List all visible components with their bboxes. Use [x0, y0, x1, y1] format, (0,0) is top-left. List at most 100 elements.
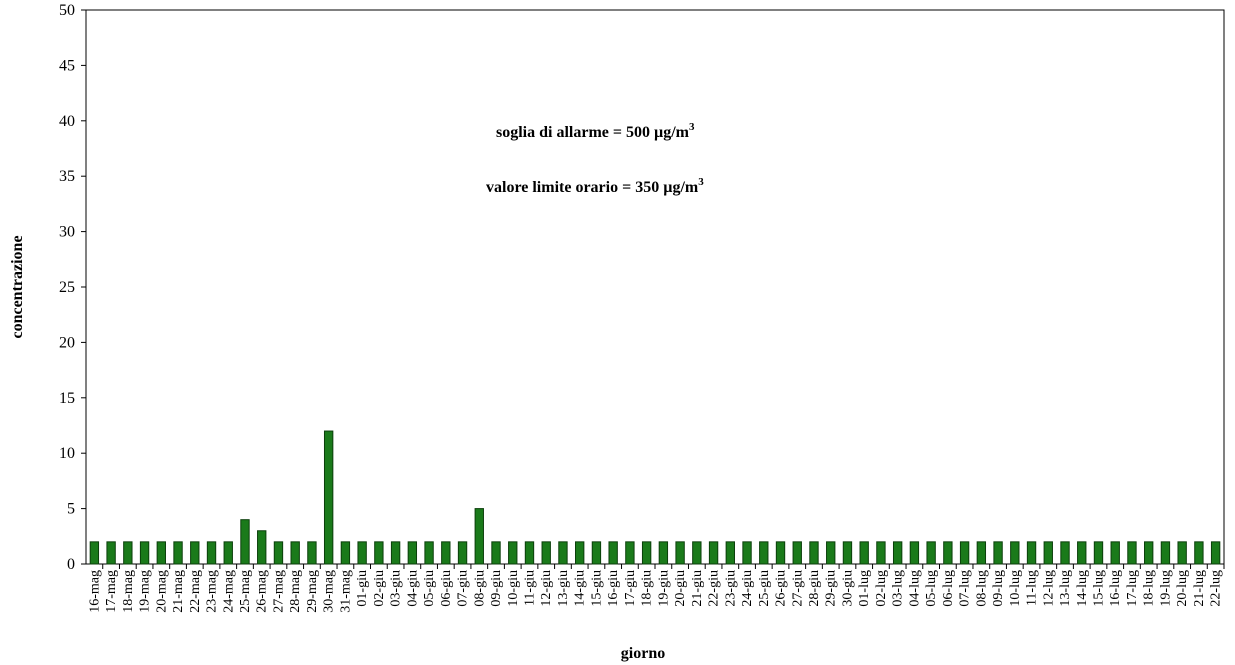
bar — [641, 541, 652, 565]
bar — [759, 541, 769, 565]
x-tick-label: 06-lug — [941, 570, 956, 607]
x-tick-label: 22-giu — [707, 570, 722, 607]
bar — [1060, 541, 1070, 565]
bar — [257, 530, 267, 565]
x-tick-label: 10-lug — [1008, 570, 1023, 607]
bar — [340, 541, 351, 565]
annotation-alarm-threshold: soglia di allarme = 500 µg/m3 — [496, 121, 695, 141]
x-tick-label: 02-lug — [874, 570, 889, 607]
bar — [307, 541, 317, 565]
bar — [591, 541, 602, 565]
bar — [1194, 541, 1204, 565]
x-tick-label: 10-giu — [506, 570, 521, 607]
y-tick-label: 10 — [59, 445, 75, 462]
x-tick-label: 31-mag — [338, 570, 353, 613]
x-tick-label: 02-giu — [372, 570, 387, 607]
y-axis-title: concentrazione — [9, 235, 26, 338]
bar — [1026, 541, 1037, 565]
x-tick-label: 14-giu — [573, 570, 588, 607]
bar — [725, 541, 735, 565]
bar — [89, 541, 100, 565]
x-tick-label: 23-mag — [205, 570, 220, 613]
bar — [842, 541, 853, 565]
y-tick-label: 30 — [59, 224, 75, 241]
bar — [1110, 541, 1120, 565]
x-tick-label: 16-lug — [1108, 570, 1123, 607]
x-tick-label: 11-giu — [522, 570, 537, 606]
bar — [708, 541, 719, 565]
bar — [959, 541, 970, 565]
bar — [792, 541, 802, 565]
x-tick-label: 20-mag — [154, 570, 169, 613]
x-tick-label: 17-lug — [1125, 570, 1140, 607]
bar — [926, 541, 936, 565]
bar — [223, 541, 233, 565]
x-tick-label: 09-lug — [991, 570, 1006, 607]
x-tick-label: 18-lug — [1142, 570, 1157, 607]
x-tick-label: 25-mag — [238, 570, 253, 613]
bar — [173, 541, 183, 565]
x-tick-label: 19-lug — [1158, 570, 1173, 607]
bar — [407, 541, 418, 565]
x-tick-label: 21-lug — [1192, 570, 1207, 607]
bar — [1043, 541, 1053, 565]
x-tick-label: 20-lug — [1175, 570, 1190, 607]
x-tick-label: 18-giu — [640, 570, 655, 607]
x-tick-label: 24-giu — [740, 570, 755, 607]
bar — [524, 541, 535, 565]
bar — [374, 541, 384, 565]
annotation-hourly-limit: valore limite orario = 350 µg/m3 — [486, 176, 704, 196]
bar — [608, 541, 618, 565]
bar — [357, 541, 367, 565]
x-tick-label: 13-lug — [1058, 570, 1073, 607]
bar — [457, 541, 468, 565]
x-tick-label: 30-mag — [322, 570, 337, 613]
x-tick-label: 04-giu — [405, 570, 420, 607]
bar — [658, 541, 669, 565]
y-tick-label: 45 — [59, 57, 75, 74]
x-tick-label: 05-giu — [422, 570, 437, 607]
bar — [1210, 541, 1221, 565]
x-tick-label: 07-lug — [958, 570, 973, 607]
bar — [424, 541, 434, 565]
x-tick-label: 11-lug — [1025, 570, 1040, 606]
bar — [190, 541, 200, 565]
bar — [675, 541, 685, 565]
x-tick-label: 01-lug — [857, 570, 872, 607]
bar — [892, 541, 903, 565]
bar — [206, 541, 217, 565]
bar — [859, 541, 869, 565]
x-axis-title: giorno — [621, 645, 665, 662]
x-tick-label: 26-mag — [255, 570, 270, 613]
bar — [106, 541, 116, 565]
bar — [1093, 541, 1104, 565]
bar — [1077, 541, 1087, 565]
x-tick-label: 23-giu — [723, 570, 738, 607]
bar — [625, 541, 635, 565]
y-tick-label: 50 — [59, 2, 75, 19]
bar — [993, 541, 1003, 565]
bar — [323, 430, 334, 565]
x-tick-label: 12-giu — [539, 570, 554, 607]
plot-area — [85, 9, 1225, 565]
bar — [809, 541, 819, 565]
y-tick-label: 20 — [59, 334, 75, 351]
bar — [508, 541, 518, 565]
bar — [1010, 541, 1020, 565]
x-tick-label: 18-mag — [121, 570, 136, 613]
y-tick-label: 5 — [67, 501, 75, 518]
bar — [1160, 541, 1171, 565]
bar — [558, 541, 568, 565]
x-tick-label: 16-giu — [606, 570, 621, 607]
x-tick-label: 25-giu — [757, 570, 772, 607]
x-tick-label: 28-mag — [288, 570, 303, 613]
bar — [474, 508, 484, 565]
bar — [156, 541, 166, 565]
x-tick-label: 27-mag — [271, 570, 286, 613]
x-tick-label: 22-lug — [1209, 570, 1224, 607]
x-tick-label: 08-giu — [472, 570, 487, 607]
x-tick-label: 19-giu — [656, 570, 671, 607]
x-tick-label: 20-giu — [673, 570, 688, 607]
x-tick-label: 06-giu — [439, 570, 454, 607]
